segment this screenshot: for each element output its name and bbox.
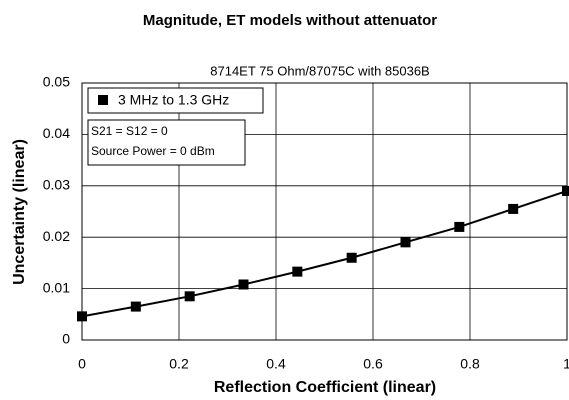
marker	[346, 252, 357, 263]
x-tick-label: 1	[563, 356, 569, 372]
x-tick-label: 0	[78, 356, 86, 372]
annotation-box	[87, 119, 246, 166]
y-tick-label: 0.04	[43, 125, 70, 141]
chart-title: Magnitude, ET models without attenuator	[143, 12, 437, 29]
legend-marker	[98, 95, 108, 105]
annotation: Source Power = 0 dBm	[91, 144, 215, 158]
series-line	[81, 189, 568, 318]
legend-label: 3 MHz to 1.3 GHz	[118, 92, 229, 108]
y-tick-label: 0.03	[43, 177, 70, 193]
marker	[454, 221, 465, 232]
marker	[77, 311, 87, 322]
annotation: S21 = S12 = 0	[91, 124, 168, 138]
marker	[400, 237, 411, 248]
marker	[238, 279, 249, 290]
x-tick-label: 0.4	[266, 356, 286, 372]
marker	[184, 291, 195, 302]
y-tick-label: 0.05	[43, 74, 70, 90]
x-tick-label: 0.6	[363, 356, 383, 372]
y-tick-label: 0.01	[43, 279, 70, 295]
marker	[130, 301, 141, 312]
marker	[292, 266, 303, 277]
y-tick-label: 0.02	[43, 228, 70, 244]
x-tick-label: 0.2	[169, 356, 189, 372]
x-axis-label: Reflection Coefficient (linear)	[214, 379, 436, 396]
y-tick-label: 0	[62, 331, 70, 347]
marker	[562, 185, 569, 196]
marker	[508, 203, 519, 214]
chart-subtitle: 8714ET 75 Ohm/87075C with 85036B	[210, 63, 429, 78]
y-axis-label: Uncertainty (linear)	[11, 139, 28, 285]
legend-box	[87, 87, 264, 114]
x-tick-label: 0.8	[460, 356, 480, 372]
